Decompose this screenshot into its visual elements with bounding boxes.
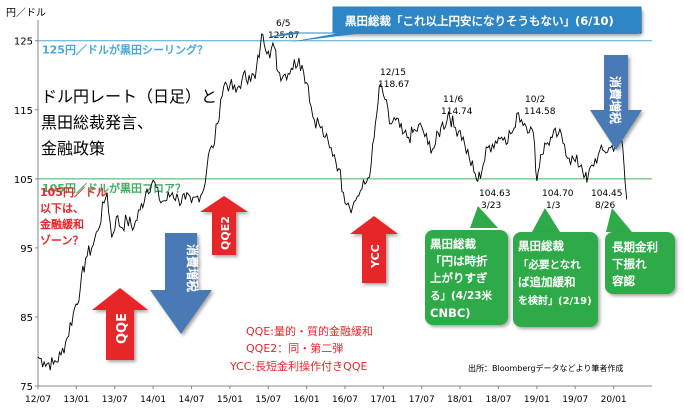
point-label-value: 104.63 xyxy=(479,189,511,199)
callout-kuroda-easing: 黒田総裁 「必要となれ ば追加緩和 を検討」(2/19) xyxy=(513,208,598,327)
chart-title-line-2: 黒田総裁発言、 xyxy=(41,113,153,132)
arrow-label-ycc: YCC xyxy=(369,244,382,269)
y-tick-label: 105 xyxy=(14,175,33,186)
callout-line: CNBC) xyxy=(430,306,471,320)
x-tick-label: 18/07 xyxy=(486,395,512,405)
y-tick-label: 115 xyxy=(14,106,33,117)
x-tick-label: 13/01 xyxy=(63,395,89,405)
point-labels: 6/5 125.87 12/15 118.67 11/6 114.74 10/2… xyxy=(268,19,623,211)
source-note: 出所：Bloombergデータなどより筆者作成 xyxy=(468,363,623,373)
callout-line: を検討」(2/19) xyxy=(518,294,592,307)
series-group xyxy=(37,33,628,371)
callout-long-rate: 長期金利 下振れ 容認 xyxy=(605,208,675,294)
y-tick-label: 125 xyxy=(14,37,33,48)
arrow-label-qqe2: QQE2 xyxy=(219,216,232,250)
arrow-qqe: QQE xyxy=(92,288,148,360)
red-note-line-3: 金融緩和 xyxy=(39,217,84,231)
x-tick-label: 14/07 xyxy=(179,395,205,405)
callout-line: 上がりすぎ xyxy=(430,271,488,285)
x-tick-label: 16/07 xyxy=(332,395,358,405)
y-axis-label: 円／ドル xyxy=(6,7,46,19)
y-tick-label: 95 xyxy=(20,244,33,255)
top-callout-text: 黒田総裁「これ以上円安になりそうもない」(6/10) xyxy=(345,14,614,28)
x-tick-labels: 12/07 13/01 13/07 14/01 14/07 15/01 15/07 16/01… xyxy=(25,386,627,405)
point-label-value: 125.87 xyxy=(268,31,300,41)
callout-line: 長期金利 xyxy=(612,240,658,254)
red-note-line-1: 105円／ドル xyxy=(40,186,107,199)
arrow-label-tax-1: 消費増税 xyxy=(185,244,200,292)
arrow-tax-hike-2: 消費増税 xyxy=(590,55,642,150)
red-note-line-4: ゾーン？ xyxy=(40,233,83,247)
point-label-date: 6/5 xyxy=(276,19,290,29)
x-tick-label: 12/07 xyxy=(25,395,51,405)
chart-title: ドル円レート（日足）と 黒田総裁発言、 金融政策 xyxy=(41,87,217,158)
legend-note-ycc: YCC:長短金利操作付きQQE xyxy=(229,359,368,373)
legend-notes: QQE:量的・質的金融緩和 QQE2：同・第二弾 YCC:長短金利操作付きQQE xyxy=(229,324,373,373)
red-note-line-2: 以下は、 xyxy=(40,202,84,215)
point-label-date: 8/26 xyxy=(595,201,615,211)
y-tick-label: 85 xyxy=(20,313,33,324)
callout-line: 「円は時折 xyxy=(430,254,488,268)
arrow-ycc: YCC xyxy=(350,216,398,283)
x-tick-label: 19/07 xyxy=(562,395,588,405)
point-label-date: 11/6 xyxy=(443,95,463,105)
point-label-value: 114.74 xyxy=(441,107,473,117)
top-callout: 黒田総裁「これ以上円安になりそうもない」(6/10) xyxy=(269,6,642,42)
callout-kuroda-cnbc: 黒田総裁 「円は時折 上がりすぎ る」(4/23米 CNBC) xyxy=(425,206,508,325)
y-tick-labels: 75 85 95 105 115 125 xyxy=(14,37,38,393)
legend-note-qqe: QQE:量的・質的金融緩和 xyxy=(246,324,373,338)
red-note: 105円／ドル 以下は、 金融緩和 ゾーン？ xyxy=(39,186,107,247)
x-tick-label: 14/01 xyxy=(140,395,166,405)
legend-note-qqe2: QQE2：同・第二弾 xyxy=(246,341,343,355)
callout-line: 下振れ xyxy=(612,257,647,271)
x-tick-label: 15/07 xyxy=(255,395,281,405)
arrow-tax-hike-1: 消費増税 xyxy=(150,233,212,334)
reference-lines: 125円／ドルが黒田シーリング？105円／ドルが黒田フロア？ xyxy=(38,40,652,195)
callout-line: ば追加緩和 xyxy=(518,275,576,289)
x-tick-label: 17/01 xyxy=(370,395,396,405)
callout-line: 黒田総裁 xyxy=(518,239,564,253)
y-tick-label: 75 xyxy=(20,382,33,393)
callout-line: 黒田総裁 xyxy=(430,237,476,251)
point-label-value: 104.70 xyxy=(542,189,574,199)
callout-line: 容認 xyxy=(611,274,635,288)
point-label-date: 1/3 xyxy=(546,201,560,211)
x-tick-label: 19/01 xyxy=(524,395,550,405)
arrow-qqe2: QQE2 xyxy=(200,196,248,255)
chart-title-line-1: ドル円レート（日足）と xyxy=(41,87,217,106)
x-tick-label: 16/01 xyxy=(294,395,320,405)
series-line xyxy=(37,33,628,371)
x-tick-label: 18/01 xyxy=(447,395,473,405)
point-label-value: 118.67 xyxy=(378,80,410,90)
x-tick-label: 13/07 xyxy=(102,395,128,405)
point-label-date: 3/23 xyxy=(481,201,501,211)
arrow-label-tax-2: 消費増税 xyxy=(608,76,623,124)
x-tick-label: 17/07 xyxy=(409,395,435,405)
callout-line: 「必要となれ xyxy=(518,258,581,271)
point-label-value: 114.58 xyxy=(524,107,556,117)
x-tick-label: 20/01 xyxy=(601,395,627,405)
point-label-date: 10/2 xyxy=(525,95,545,105)
reference-line-label: 125円／ドルが黒田シーリング？ xyxy=(42,43,208,57)
point-label-date: 12/15 xyxy=(380,68,406,78)
arrow-label-qqe: QQE xyxy=(115,313,130,344)
callout-line: る」(4/23米 xyxy=(430,289,493,302)
x-tick-label: 15/01 xyxy=(217,395,243,405)
chart-title-line-3: 金融政策 xyxy=(41,139,105,158)
point-label-value: 104.45 xyxy=(591,189,623,199)
